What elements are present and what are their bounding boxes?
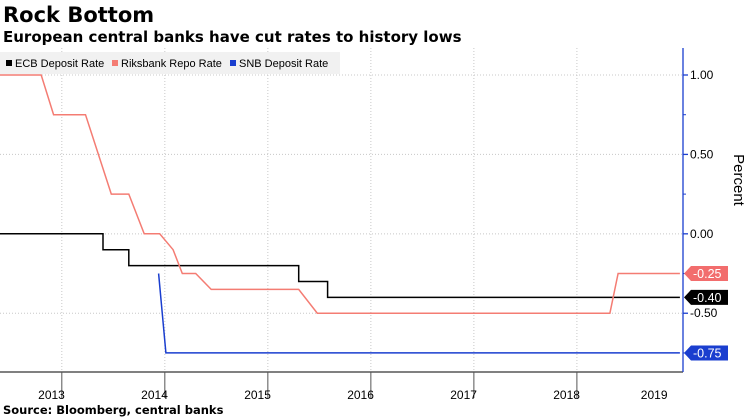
- legend-label-2: SNB Deposit Rate: [239, 58, 328, 70]
- y-tick-label: -0.50: [690, 306, 718, 320]
- legend-swatch-0: [6, 60, 12, 66]
- x-tick-label: 2013: [38, 388, 65, 402]
- last-value-tag-1: [684, 266, 728, 282]
- series-line-1: [0, 74, 680, 314]
- y-tick-label: 1.00: [690, 68, 714, 82]
- y-axis-title: Percent: [730, 154, 744, 207]
- last-value-tag-2: [684, 345, 728, 361]
- last-value-label-2: -0.75: [693, 346, 722, 360]
- y-tick-label: 0.50: [690, 147, 714, 161]
- last-value-tag-0: [684, 289, 728, 305]
- x-tick-label: 2016: [347, 388, 374, 402]
- legend-label-0: ECB Deposit Rate: [15, 58, 104, 70]
- x-tick-label: 2014: [141, 388, 168, 402]
- chart-source: Source: Bloomberg, central banks: [3, 403, 224, 417]
- legend-box: [0, 52, 340, 74]
- last-value-label-0: -0.40: [693, 291, 722, 305]
- legend-label-1: Riksbank Repo Rate: [121, 58, 222, 70]
- legend-swatch-2: [230, 60, 236, 66]
- last-value-label-1: -0.25: [693, 267, 722, 281]
- x-tick-label: 2017: [450, 388, 477, 402]
- y-tick-label: 0.00: [690, 227, 714, 241]
- series-line-2: [157, 273, 680, 354]
- chart-title: Rock Bottom: [3, 3, 155, 27]
- legend-swatch-1: [112, 60, 118, 66]
- chart-subtitle: European central banks have cut rates to…: [3, 28, 462, 46]
- series-line-0: [0, 233, 680, 299]
- x-tick-label: 2018: [553, 388, 580, 402]
- x-tick-label: 2019: [641, 388, 668, 402]
- x-tick-label: 2015: [244, 388, 271, 402]
